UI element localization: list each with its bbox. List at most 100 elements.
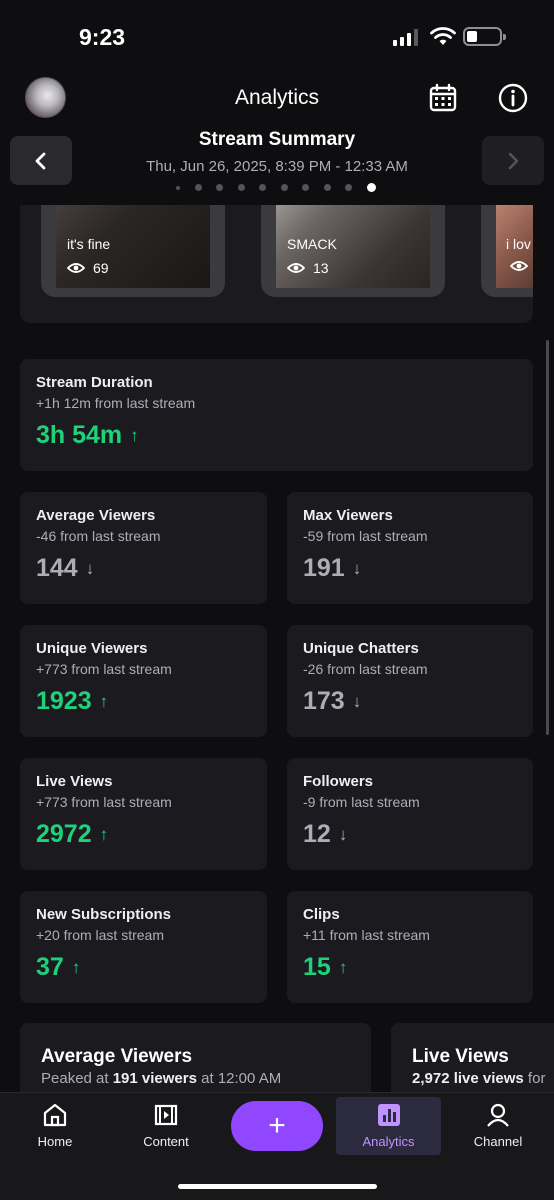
- next-stream-button[interactable]: [482, 136, 544, 185]
- stat-value: 3h 54m ↑: [36, 421, 517, 450]
- stat-change: -46 from last stream: [36, 528, 161, 544]
- live-views-card: Live Views +773 from last stream 2972 ↑: [20, 758, 267, 870]
- stat-label: New Subscriptions: [36, 906, 172, 923]
- arrow-up-icon: ↑: [338, 957, 348, 977]
- tab-label: Content: [143, 1134, 189, 1149]
- clip-view-count: 13: [313, 260, 329, 276]
- clip-views: [510, 260, 528, 272]
- wifi-icon: [430, 27, 456, 45]
- stat-value-text: 2972: [36, 820, 92, 848]
- stat-value: 1923 ↑: [36, 687, 251, 716]
- tab-home[interactable]: Home: [10, 1093, 100, 1155]
- tab-label: Home: [37, 1134, 73, 1149]
- user-icon: [487, 1103, 509, 1127]
- page-title: Analytics: [234, 86, 320, 109]
- new-subscriptions-card: New Subscriptions +20 from last stream 3…: [20, 891, 267, 1003]
- page-dot: [237, 184, 245, 191]
- chart-card-subtitle: Peaked at 191 viewers at 12:00 AM: [41, 1070, 350, 1087]
- chart-sub-bold: 191 viewers: [112, 1070, 197, 1087]
- stat-label: Unique Viewers: [36, 640, 148, 657]
- tab-content[interactable]: Content: [121, 1093, 211, 1155]
- page-dot: [345, 184, 352, 191]
- previous-stream-button[interactable]: [10, 136, 72, 185]
- scrollbar[interactable]: [546, 340, 549, 735]
- stat-label: Average Viewers: [36, 507, 156, 524]
- stat-change: +1h 12m from last stream: [36, 395, 196, 411]
- stat-change: -59 from last stream: [303, 528, 428, 544]
- max-viewers-card: Max Viewers -59 from last stream 191 ↓: [287, 492, 533, 604]
- stat-value: 15 ↑: [303, 953, 517, 982]
- stat-value: 2972 ↑: [36, 820, 251, 849]
- followers-card: Followers -9 from last stream 12 ↓: [287, 758, 533, 870]
- tab-analytics[interactable]: Analytics: [336, 1097, 441, 1155]
- stat-change: -9 from last stream: [303, 794, 420, 810]
- arrow-down-icon: ↓: [352, 558, 362, 578]
- stat-change: -26 from last stream: [303, 661, 428, 677]
- analytics-scroll-area[interactable]: it's fine 69 SMACK 13 i lov: [0, 205, 554, 1092]
- stat-value-text: 173: [303, 687, 345, 715]
- page-dot-active: [366, 183, 376, 192]
- arrow-up-icon: ↑: [99, 824, 109, 844]
- stat-change: +11 from last stream: [303, 927, 430, 943]
- clip-views: 69: [67, 260, 109, 276]
- page-dot: [323, 184, 331, 191]
- page-dot: [216, 184, 223, 191]
- clip-title: it's fine: [67, 236, 111, 252]
- avatar[interactable]: [25, 77, 66, 118]
- clip-views: 13: [287, 260, 329, 276]
- tab-label: Analytics: [362, 1134, 415, 1149]
- tab-label: Channel: [473, 1134, 523, 1149]
- home-indicator: [178, 1184, 377, 1189]
- eye-icon: [67, 263, 85, 273]
- top-clips-card: it's fine 69 SMACK 13 i lov: [20, 205, 533, 323]
- average-viewers-chart-card[interactable]: Average Viewers Peaked at 191 viewers at…: [20, 1023, 371, 1092]
- cellular-signal-icon: [393, 29, 418, 46]
- page-dot: [176, 185, 180, 190]
- chart-sub-text: Peaked at: [41, 1070, 113, 1087]
- chart-card-title: Average Viewers: [41, 1046, 193, 1067]
- stat-value-text: 3h 54m: [36, 421, 123, 449]
- stat-change: +20 from last stream: [36, 927, 164, 943]
- status-bar: 9:23: [0, 0, 554, 70]
- live-views-chart-card[interactable]: Live Views 2,972 live views for: [391, 1023, 554, 1092]
- battery-icon: [463, 27, 506, 46]
- stat-change: +773 from last stream: [36, 794, 172, 810]
- calendar-icon[interactable]: [427, 82, 459, 114]
- stat-value: 12 ↓: [303, 820, 517, 849]
- info-icon[interactable]: [497, 82, 529, 114]
- unique-chatters-card: Unique Chatters -26 from last stream 173…: [287, 625, 533, 737]
- clip-card[interactable]: i lov: [481, 205, 533, 297]
- clip-title: SMACK: [287, 236, 337, 252]
- clip-card[interactable]: SMACK 13: [261, 205, 445, 297]
- stat-value: 191 ↓: [303, 554, 517, 583]
- page-dot: [194, 184, 202, 191]
- chart-sub-text: at 12:00 AM: [196, 1070, 282, 1087]
- page-indicator: [176, 183, 390, 192]
- stream-summary-date: Thu, Jun 26, 2025, 8:39 PM - 12:33 AM: [146, 158, 408, 175]
- chart-card-subtitle: 2,972 live views for: [412, 1070, 554, 1087]
- stream-duration-card: Stream Duration +1h 12m from last stream…: [20, 359, 533, 471]
- stat-value: 173 ↓: [303, 687, 517, 716]
- stat-label: Followers: [303, 773, 374, 790]
- stat-change: +773 from last stream: [36, 661, 172, 677]
- eye-icon: [287, 263, 305, 273]
- stat-value-text: 191: [303, 554, 345, 582]
- stat-label: Max Viewers: [303, 507, 393, 524]
- stat-value-text: 144: [36, 554, 78, 582]
- chevron-right-icon: [508, 152, 519, 169]
- home-icon: [43, 1103, 67, 1127]
- stat-value: 37 ↑: [36, 953, 251, 982]
- eye-icon: [510, 261, 528, 271]
- clip-view-count: 69: [93, 260, 109, 276]
- arrow-down-icon: ↓: [352, 691, 362, 711]
- page-dot: [302, 184, 309, 191]
- page-dot: [280, 184, 288, 191]
- stat-label: Stream Duration: [36, 374, 153, 391]
- add-button[interactable]: +: [231, 1101, 323, 1151]
- tab-channel[interactable]: Channel: [453, 1093, 543, 1155]
- bottom-tab-bar: Home Content + Analytics Channel: [0, 1092, 554, 1200]
- unique-viewers-card: Unique Viewers +773 from last stream 192…: [20, 625, 267, 737]
- clip-card[interactable]: it's fine 69: [41, 205, 225, 297]
- status-time: 9:23: [79, 24, 126, 50]
- arrow-up-icon: ↑: [99, 691, 109, 711]
